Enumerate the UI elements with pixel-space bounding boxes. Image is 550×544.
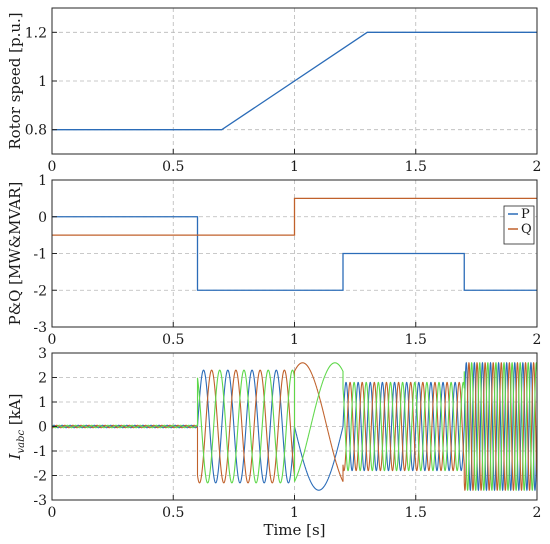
panel-2: 0 0.5 1 1.5 2 -3 -2 -1 0 1 P&Q [MW&MVAR] PQ [6,173,541,348]
y-tick-label: -2 [33,283,47,299]
y-axis-label: Rotor speed [p.u.] [6,12,24,149]
y-tick-label: -2 [33,469,47,485]
panel-3: 0 0.5 1 1.5 2 -3 -2 -1 0 1 2 3 Ivabc [kA] Time [s] [6,346,541,539]
x-tick-label: 2 [533,505,542,521]
x-tick-label: 0.5 [162,505,184,521]
x-tick-label: 1 [290,505,299,521]
series-line-1 [52,31,537,131]
x-tick-label: 2 [533,332,542,348]
y-tick-label: 3 [38,346,47,362]
y-tick-label: 1.2 [25,25,47,41]
x-tick-label: 0 [48,332,57,348]
y-tick-label: -1 [33,444,47,460]
y-tick-label: 0 [38,210,47,226]
y-axis-label: P&Q [MW&MVAR] [6,182,24,326]
y-tick-label: 0 [38,420,47,436]
x-axis-label: Time [s] [263,521,325,539]
plot-area [52,197,537,291]
y-tick-label: 1 [38,74,47,90]
plot-area [52,361,537,492]
plot-area [52,31,537,131]
y-tick-label: 2 [38,371,47,387]
legend-label-Q: Q [521,222,532,237]
legend: PQ [503,205,535,245]
y-axis-label: Ivabc [kA] [6,394,27,461]
y-tick-label: 1 [38,173,47,189]
y-tick-label: -3 [33,493,47,509]
x-tick-label: 0 [48,159,57,175]
phase-line-a [52,361,537,492]
x-tick-label: 1.5 [405,505,427,521]
x-tick-label: 2 [533,159,542,175]
x-tick-label: 0 [48,505,57,521]
y-tick-label: 0.8 [25,123,47,139]
series-line-P [52,216,537,291]
y-tick-label: -3 [33,320,47,336]
phase-line-c [52,361,537,492]
x-tick-label: 1 [290,159,299,175]
x-tick-label: 0.5 [162,159,184,175]
legend-label-P: P [521,207,530,222]
x-tick-label: 1.5 [405,332,427,348]
x-tick-label: 1.5 [405,159,427,175]
y-tick-label: 1 [38,395,47,411]
series-line-Q [52,197,537,236]
x-tick-label: 0.5 [162,332,184,348]
x-tick-label: 1 [290,332,299,348]
legend-box [503,205,535,245]
y-tick-label: -1 [33,247,47,263]
